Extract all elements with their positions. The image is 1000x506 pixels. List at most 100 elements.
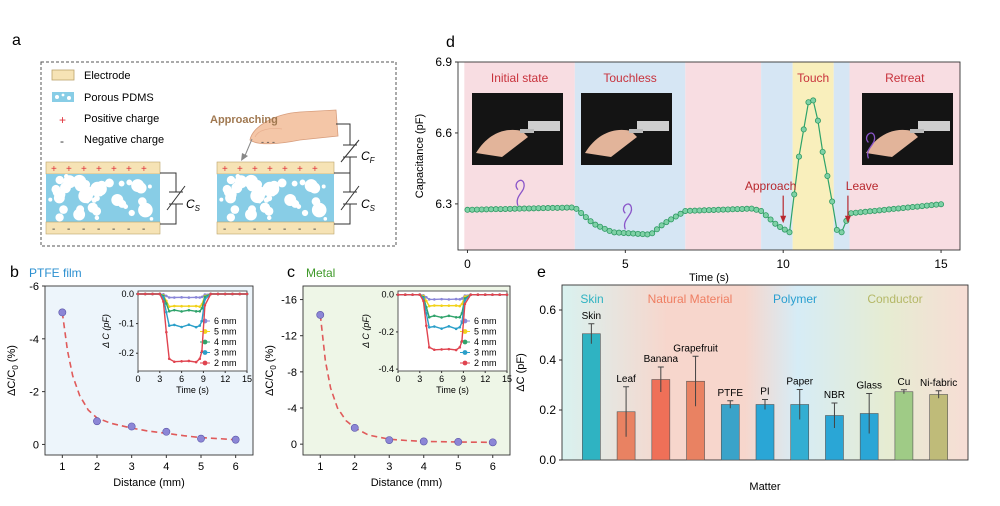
x-tick-label: 4 (163, 461, 169, 473)
x-tick-label: 3 (386, 461, 392, 473)
positive-charge: + (51, 164, 57, 175)
x-axis-label: Time (s) (689, 272, 729, 284)
porous-swatch (52, 92, 74, 102)
inset-series-point (460, 321, 464, 324)
positive-charge: + (141, 164, 147, 175)
inset-series-point (187, 308, 191, 312)
y-axis-label: ΔC (pF) (515, 353, 527, 392)
legend-porous: Porous PDMS (84, 92, 154, 104)
pore (104, 178, 114, 188)
inset-series-point (200, 319, 204, 323)
inset-series-point (231, 292, 234, 296)
pore (98, 192, 103, 197)
pore (78, 188, 93, 204)
inset-series-point (198, 324, 202, 327)
capacitance-point (772, 220, 779, 227)
inset-series-point (165, 310, 168, 314)
negative-charge: - (112, 224, 115, 235)
pore (88, 203, 95, 209)
inset-series-point (483, 293, 487, 297)
inset-series-point (194, 360, 198, 364)
data-point (316, 311, 325, 319)
inset-x-tick-label: 0 (395, 374, 400, 384)
inset-series-point (440, 304, 443, 308)
pore (253, 189, 258, 194)
positive-charge: + (282, 164, 288, 175)
inset-series-point (422, 299, 425, 303)
pore (78, 207, 84, 214)
data-point (454, 437, 463, 446)
capacitance-point (810, 97, 817, 104)
inset-series-point (200, 295, 204, 299)
pore (81, 189, 86, 194)
bar (894, 391, 914, 461)
inset-series-point (167, 305, 171, 308)
positive-charge: + (312, 164, 318, 175)
inset-series-point (158, 292, 162, 296)
pore (131, 179, 145, 193)
inset-series-point (463, 299, 467, 302)
inset-series-point (425, 312, 428, 315)
inset-series-point (458, 304, 462, 308)
bar-label: Grapefruit (673, 343, 718, 354)
inset-series-point (476, 293, 480, 297)
pore (230, 205, 240, 214)
x-tick-label: 1 (317, 461, 323, 473)
inset-series-point (203, 295, 207, 299)
capacitance-point (653, 226, 660, 233)
inset-series-point (454, 327, 458, 331)
group-label: Natural Material (648, 292, 733, 306)
bar (755, 404, 775, 461)
pore (250, 188, 265, 204)
y-axis-label: ΔC/C0 (%) (264, 345, 278, 396)
inset-legend-label: 2 mm (214, 358, 237, 368)
capacitance-point (781, 226, 788, 233)
inset-series-point (180, 296, 183, 299)
pore (226, 189, 237, 200)
pore (264, 184, 274, 193)
finger-minus: - - - (261, 137, 275, 147)
leave-label: Leave (846, 179, 879, 193)
capacitance-point (573, 205, 580, 212)
inset-series-point (440, 316, 443, 319)
legend-positive: Positive charge (84, 113, 159, 125)
inset-frame (137, 290, 248, 372)
y-tick-label: -2 (29, 387, 39, 399)
inset-series-point (198, 357, 202, 361)
inset-series-point (238, 292, 242, 296)
inset-series-point (427, 304, 431, 308)
inset-series-point (447, 298, 451, 301)
legend-negative: Negative charge (84, 134, 164, 146)
x-tick-label: 5 (198, 461, 204, 473)
inset-x-tick-label: 9 (461, 374, 466, 384)
bar (582, 333, 601, 461)
state-region (685, 62, 762, 250)
y-tick-label: 6.6 (435, 126, 452, 140)
inset-series-point (418, 293, 422, 297)
inset-series-point (425, 324, 428, 328)
negative-charge: - (238, 224, 241, 235)
plus-icon: + (59, 113, 66, 127)
inset-series-point (187, 296, 191, 299)
inset-series-point (427, 325, 431, 329)
inset-series-point (187, 323, 191, 327)
inset-x-tick-label: 12 (220, 374, 230, 384)
inset-series-point (165, 294, 168, 298)
capacitance-point (762, 212, 769, 219)
negative-charge: - (268, 224, 271, 235)
inset-x-tick-label: 6 (439, 374, 444, 384)
inset-series-point (165, 302, 168, 305)
inset-x-tick-label: 3 (417, 374, 422, 384)
bar-label: Skin (582, 311, 601, 322)
inset-series-point (245, 292, 249, 296)
inset-series-point (433, 304, 436, 307)
inset-series-point (223, 292, 227, 296)
data-point (127, 422, 136, 431)
positive-charge: + (297, 164, 303, 175)
y-tick-label: 0 (33, 439, 39, 451)
group-label: Skin (580, 292, 603, 306)
inset-series-point (396, 293, 400, 297)
capacitance-point (819, 148, 826, 155)
inset-series-point (198, 305, 202, 308)
pore (311, 202, 327, 218)
